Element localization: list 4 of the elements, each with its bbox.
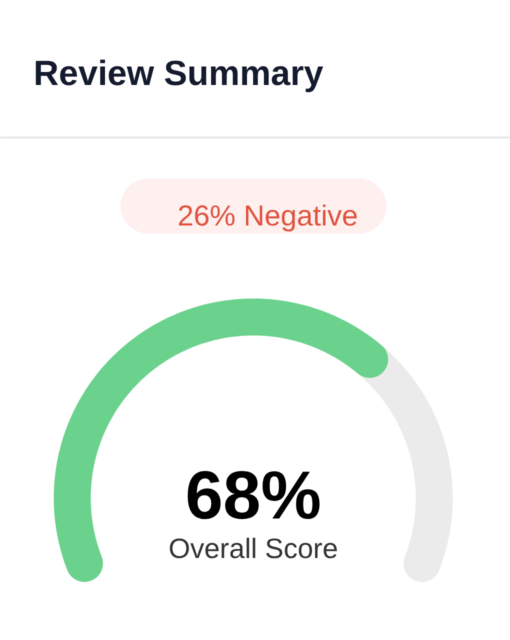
text: 26% Negative [178,200,358,232]
data-label: 68% [185,458,322,534]
text: Overall Score [168,533,338,564]
chart-title: Review Summary [34,54,324,93]
